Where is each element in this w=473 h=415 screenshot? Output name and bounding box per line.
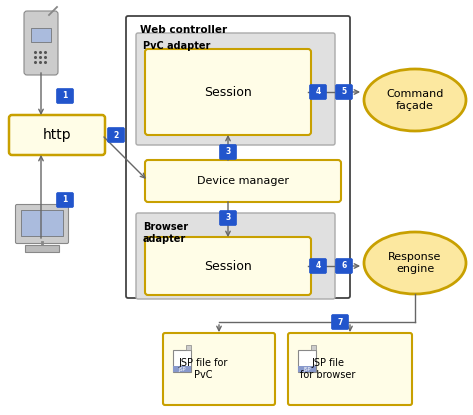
Text: JSP: JSP bbox=[303, 366, 311, 371]
Ellipse shape bbox=[364, 232, 466, 294]
FancyBboxPatch shape bbox=[24, 11, 58, 75]
FancyBboxPatch shape bbox=[126, 16, 350, 298]
FancyBboxPatch shape bbox=[107, 127, 124, 142]
Polygon shape bbox=[186, 345, 191, 350]
Text: Response
engine: Response engine bbox=[388, 252, 442, 274]
FancyBboxPatch shape bbox=[16, 205, 69, 244]
Text: 6: 6 bbox=[342, 261, 347, 271]
Bar bbox=[31, 28, 51, 42]
FancyBboxPatch shape bbox=[309, 259, 326, 273]
Text: JSP file for
PvC: JSP file for PvC bbox=[178, 358, 228, 380]
Text: Browser
adapter: Browser adapter bbox=[143, 222, 188, 244]
FancyBboxPatch shape bbox=[145, 237, 311, 295]
Text: 1: 1 bbox=[62, 195, 68, 205]
FancyBboxPatch shape bbox=[335, 85, 352, 100]
Text: Session: Session bbox=[204, 85, 252, 98]
Bar bbox=[173, 350, 191, 372]
Bar bbox=[25, 245, 59, 252]
Bar bbox=[298, 350, 316, 372]
Text: 2: 2 bbox=[114, 130, 119, 139]
Text: JSP file
for browser: JSP file for browser bbox=[300, 358, 356, 380]
Ellipse shape bbox=[364, 69, 466, 131]
FancyBboxPatch shape bbox=[335, 259, 352, 273]
Text: 4: 4 bbox=[315, 261, 321, 271]
FancyBboxPatch shape bbox=[145, 160, 341, 202]
FancyBboxPatch shape bbox=[219, 210, 236, 225]
FancyBboxPatch shape bbox=[219, 144, 236, 159]
Polygon shape bbox=[311, 345, 316, 350]
Text: 7: 7 bbox=[337, 317, 342, 327]
Bar bbox=[298, 366, 316, 372]
FancyBboxPatch shape bbox=[136, 33, 335, 145]
FancyBboxPatch shape bbox=[145, 49, 311, 135]
FancyBboxPatch shape bbox=[9, 115, 105, 155]
Text: Web controller: Web controller bbox=[140, 25, 227, 35]
FancyBboxPatch shape bbox=[56, 88, 73, 103]
Text: JSP: JSP bbox=[178, 366, 186, 371]
Text: 5: 5 bbox=[342, 88, 347, 97]
FancyBboxPatch shape bbox=[56, 193, 73, 208]
Text: 3: 3 bbox=[225, 147, 231, 156]
Bar bbox=[21, 210, 63, 236]
FancyBboxPatch shape bbox=[288, 333, 412, 405]
Text: 1: 1 bbox=[62, 91, 68, 100]
Text: 4: 4 bbox=[315, 88, 321, 97]
Text: PvC adapter: PvC adapter bbox=[143, 41, 210, 51]
Text: Device manager: Device manager bbox=[197, 176, 289, 186]
FancyBboxPatch shape bbox=[332, 315, 349, 330]
Bar bbox=[173, 366, 191, 372]
Text: http: http bbox=[43, 128, 71, 142]
FancyBboxPatch shape bbox=[163, 333, 275, 405]
Text: 3: 3 bbox=[225, 213, 231, 222]
FancyBboxPatch shape bbox=[136, 213, 335, 299]
Text: Session: Session bbox=[204, 259, 252, 273]
FancyBboxPatch shape bbox=[309, 85, 326, 100]
Text: Command
façade: Command façade bbox=[386, 89, 444, 111]
